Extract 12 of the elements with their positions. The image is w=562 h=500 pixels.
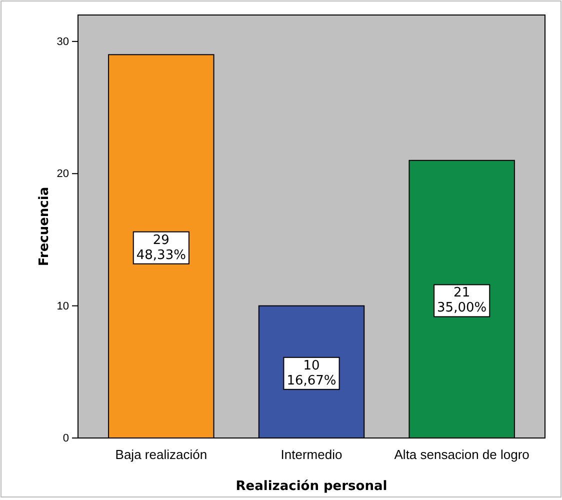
x-tick-label: Baja realización — [115, 447, 208, 462]
data-label: 10 16,67% — [286, 358, 336, 388]
y-axis-title: Frecuencia — [37, 186, 52, 266]
x-tick-label: Intermedio — [280, 447, 342, 462]
x-axis-title: Realización personal — [236, 479, 388, 494]
y-tick-label: 0 — [62, 432, 69, 445]
y-tick-label: 10 — [56, 300, 69, 312]
data-label: 29 48,33% — [136, 232, 186, 263]
y-tick-label: 20 — [56, 168, 69, 180]
y-tick-label: 30 — [56, 36, 69, 48]
data-label: 21 35,00% — [437, 286, 487, 316]
x-tick-label: Alta sensacion de logro — [394, 447, 530, 462]
